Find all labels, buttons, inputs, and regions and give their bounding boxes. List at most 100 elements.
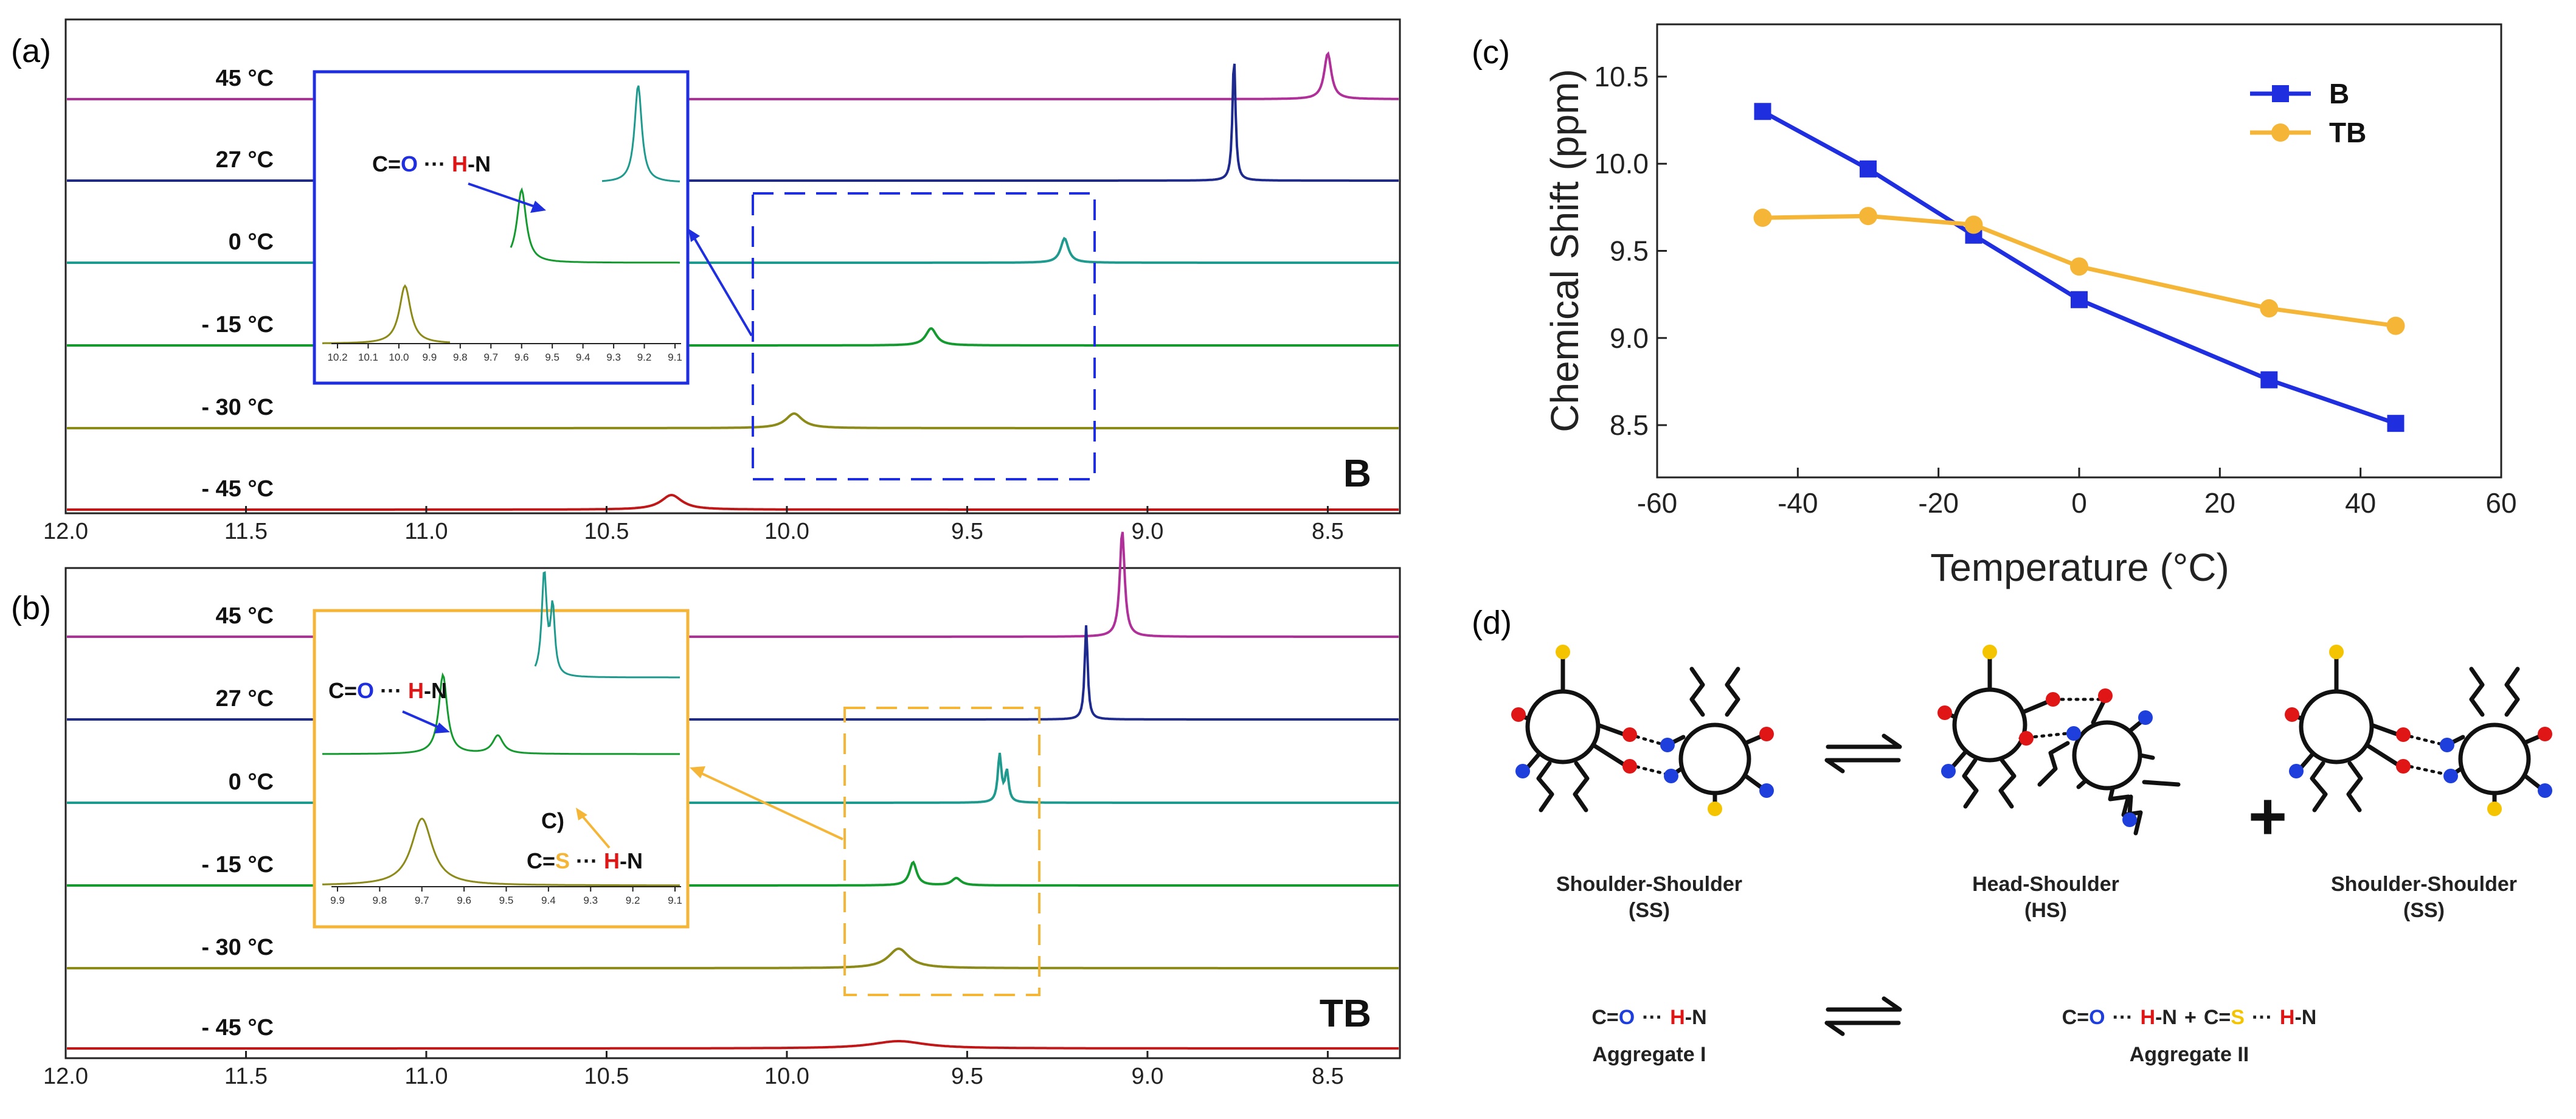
ss-left-ring-2	[1678, 722, 1751, 795]
panel-d: (d)	[1472, 605, 2552, 1066]
data-point-b	[1754, 103, 1771, 120]
agg1-o: O	[1619, 1006, 1635, 1029]
agg1-n: -N	[1685, 1006, 1707, 1029]
zoom-connector-arrow-tb	[699, 771, 843, 840]
caption-hs-line2: (HS)	[2024, 899, 2067, 922]
data-point-tb	[1753, 209, 1772, 227]
chart-c-y-tick-label: 9.5	[1610, 235, 1649, 267]
agg2-n2: -N	[2294, 1006, 2316, 1029]
co-label: C=	[372, 151, 401, 176]
aggregate-2-name: Aggregate II	[2130, 1043, 2249, 1066]
h-atom: H	[452, 151, 468, 176]
agg2-s: S	[2231, 1006, 2245, 1029]
caption-ss-left-line2: (SS)	[1629, 899, 1670, 922]
n-label-cs: -N	[620, 848, 643, 873]
x-tick-label: 10.5	[584, 519, 629, 544]
inset-x-tick-label: 9.1	[668, 352, 682, 363]
data-point-b	[2387, 415, 2405, 432]
spectrum-trace	[67, 947, 1399, 969]
legend-tb-label: TB	[2329, 117, 2366, 148]
inset-x-tick-label: 9.8	[453, 352, 468, 363]
inset-b-x-axis: 9.9 9.8 9.7 9.6 9.5 9.4 9.3 9.2 9.1	[330, 886, 682, 906]
x-tick-label: 8.5	[1312, 519, 1344, 544]
inset-b-arrowhead-cs	[576, 808, 587, 820]
hs-dimer	[1937, 645, 2181, 836]
agg1-h: H	[1670, 1006, 1685, 1029]
agg2-dots2: ···	[2252, 1006, 2273, 1029]
x-tick-label: 10.5	[584, 1064, 629, 1089]
inset-x-tick-label: 9.2	[637, 352, 652, 363]
inset-b-annotation-cs: C=S ··· H-N	[527, 848, 643, 873]
inset-b: 9.9 9.8 9.7 9.6 9.5 9.4 9.3 9.2 9.1 C=O ··· H-N C)…	[313, 571, 690, 929]
hbond-dots-cs: ···	[576, 848, 598, 873]
legend-b-marker	[2272, 85, 2289, 102]
x-tick-label: 12.0	[43, 1064, 88, 1089]
zoom-connector-arrow	[693, 237, 753, 337]
ss-right-blue-dot-2	[2440, 738, 2454, 752]
temperature-label: - 15 °C	[201, 852, 274, 878]
s-atom: S	[555, 848, 570, 873]
x-tick-label: 10.0	[764, 519, 809, 544]
cs-label: C=	[527, 848, 555, 873]
temperature-label: - 30 °C	[201, 935, 274, 960]
hbond-dots-b: ···	[380, 678, 402, 703]
chart-c-x-tick-label: 60	[2485, 487, 2516, 519]
ss-right-ring-2	[2458, 722, 2531, 795]
panel-b-spectra	[67, 532, 1399, 1050]
ss-left-blue-dot-4	[1759, 783, 1774, 798]
ss-left-red-dot-4	[1759, 727, 1774, 741]
hs-yellow-dot	[1982, 645, 1997, 659]
inset-b-annotation-co: C=O ··· H-N	[328, 678, 447, 703]
ss-dimer-right	[2285, 645, 2552, 816]
temperature-label: 27 °C	[216, 686, 274, 712]
spectrum-trace	[67, 237, 1399, 264]
inset-x-tick-label: 9.1	[668, 895, 682, 906]
inset-b-frame	[313, 609, 690, 929]
chart-c-series	[1753, 103, 2405, 432]
h-atom-b: H	[408, 678, 424, 703]
inset-x-tick-label: 9.4	[576, 352, 590, 363]
data-point-b	[2071, 291, 2088, 308]
inset-a-spectra	[322, 85, 680, 344]
inset-b-arrow-cs	[580, 814, 611, 849]
agg2-dots1: ···	[2113, 1006, 2133, 1029]
ss-right-red-dot-1	[2285, 707, 2299, 722]
panel-a-spectra	[67, 51, 1399, 511]
chart-c-y-tick-label: 10.0	[1594, 148, 1649, 179]
inset-a-x-axis: 10.2 10.1 10.0 9.9 9.8 9.7 9.6 9.5 9.4 9.3 9.2 9.1	[327, 343, 682, 363]
inset-a: 10.2 10.1 10.0 9.9 9.8 9.7 9.6 9.5 9.4 9.3 9.2 9.1 …	[313, 70, 690, 385]
x-tick-label: 11.0	[404, 1064, 448, 1089]
inset-x-tick-label: 9.6	[457, 895, 471, 906]
temperature-label: - 15 °C	[201, 312, 274, 338]
x-tick-label: 11.5	[224, 519, 268, 544]
inset-trace	[322, 672, 680, 755]
n-label-b: -N	[424, 678, 447, 703]
x-tick-label: 11.5	[224, 1064, 268, 1089]
temperature-label: - 45 °C	[201, 476, 274, 502]
x-tick-label: 9.0	[1132, 519, 1164, 544]
ss-left-blue-dot-2	[1660, 738, 1675, 752]
ss-left-blue-dot-1	[1515, 764, 1530, 778]
agg1-c: C=	[1591, 1006, 1618, 1029]
ss-right-blue-dot-4	[2538, 783, 2552, 798]
series-line-b	[1761, 109, 2397, 426]
hs-blue-dot-4	[2122, 812, 2137, 827]
ss-left-red-dot-2	[1622, 727, 1637, 742]
panel-label-d: (d)	[1472, 605, 1512, 641]
chart-c-x-tick-label: 20	[2204, 487, 2235, 519]
ss-right-blue-dot-3	[2443, 769, 2458, 783]
inset-a-arrow	[468, 182, 539, 209]
compound-label-tb: TB	[1320, 991, 1371, 1035]
chart-c-x-tick-label: 40	[2345, 487, 2376, 519]
panel-b-frame	[64, 567, 1401, 1059]
chart-c-x-tick-label: -60	[1637, 487, 1677, 519]
inset-b-stray-label: C)	[541, 808, 564, 833]
agg2-o: O	[2089, 1006, 2105, 1029]
ss-right-red-dot-2	[2396, 727, 2411, 742]
plus-sign: +	[2248, 779, 2287, 854]
inset-x-tick-label: 9.9	[330, 895, 345, 906]
panel-a-frame	[64, 18, 1401, 514]
panel-a-temperature-labels: 45 °C 27 °C 0 °C - 15 °C - 30 °C - 45 °C	[201, 66, 274, 502]
hs-blue-dot-2	[2066, 726, 2081, 741]
